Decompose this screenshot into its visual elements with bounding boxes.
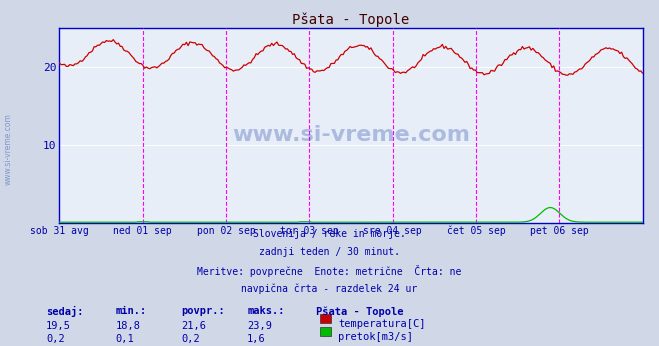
Title: Pšata - Topole: Pšata - Topole xyxy=(293,12,409,27)
Text: 1,6: 1,6 xyxy=(247,334,266,344)
Text: 21,6: 21,6 xyxy=(181,321,206,331)
Text: 0,1: 0,1 xyxy=(115,334,134,344)
Text: www.si-vreme.com: www.si-vreme.com xyxy=(232,125,470,145)
Text: www.si-vreme.com: www.si-vreme.com xyxy=(4,113,13,185)
Text: maks.:: maks.: xyxy=(247,306,285,316)
Text: zadnji teden / 30 minut.: zadnji teden / 30 minut. xyxy=(259,247,400,257)
Text: temperatura[C]: temperatura[C] xyxy=(338,319,426,329)
Text: 0,2: 0,2 xyxy=(181,334,200,344)
Text: Slovenija / reke in morje.: Slovenija / reke in morje. xyxy=(253,229,406,239)
Text: 18,8: 18,8 xyxy=(115,321,140,331)
Text: navpična črta - razdelek 24 ur: navpična črta - razdelek 24 ur xyxy=(241,283,418,293)
Text: sedaj:: sedaj: xyxy=(46,306,84,317)
Text: 0,2: 0,2 xyxy=(46,334,65,344)
Text: 19,5: 19,5 xyxy=(46,321,71,331)
Text: min.:: min.: xyxy=(115,306,146,316)
Text: pretok[m3/s]: pretok[m3/s] xyxy=(338,332,413,342)
Text: povpr.:: povpr.: xyxy=(181,306,225,316)
Text: 23,9: 23,9 xyxy=(247,321,272,331)
Text: Pšata - Topole: Pšata - Topole xyxy=(316,306,404,317)
Text: Meritve: povprečne  Enote: metrične  Črta: ne: Meritve: povprečne Enote: metrične Črta:… xyxy=(197,265,462,277)
